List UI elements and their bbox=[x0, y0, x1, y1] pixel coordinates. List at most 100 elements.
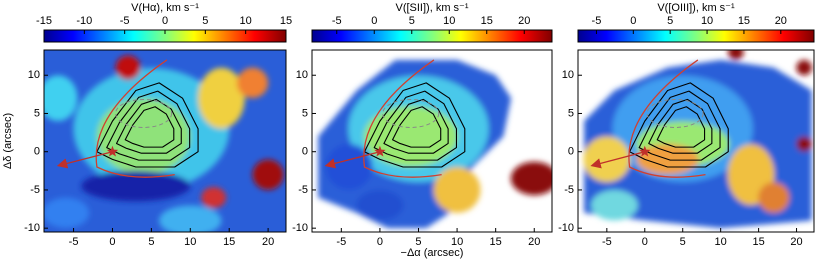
y-tick-label: 10 bbox=[28, 69, 40, 81]
contour-dashed bbox=[382, 98, 440, 128]
colorbar bbox=[577, 29, 815, 43]
contour bbox=[638, 90, 721, 161]
x-tick-label: 15 bbox=[223, 236, 235, 248]
map-blob bbox=[44, 197, 90, 229]
colorbar-tick-label: 20 bbox=[775, 15, 787, 27]
map-blob bbox=[115, 55, 141, 80]
colorbar-tick-label: 5 bbox=[667, 15, 673, 27]
star bbox=[374, 145, 386, 157]
arrow bbox=[56, 151, 113, 169]
x-tick-label: -5 bbox=[336, 236, 346, 248]
colorbar-tick-label: -10 bbox=[76, 15, 92, 27]
colorbar-tick-label: 20 bbox=[518, 15, 530, 27]
map-blob bbox=[159, 205, 222, 232]
curve bbox=[95, 59, 175, 178]
colorbar bbox=[311, 29, 553, 43]
map-blob bbox=[325, 144, 373, 190]
x-tick-label: 10 bbox=[184, 236, 196, 248]
map-blob bbox=[728, 50, 744, 60]
y-tick-label: 5 bbox=[568, 107, 574, 119]
y-tick-label: -10 bbox=[292, 222, 308, 234]
map-blob bbox=[758, 182, 790, 213]
colorbar-tick-label: 15 bbox=[738, 15, 750, 27]
map-blobs bbox=[318, 59, 552, 229]
x-tick-label: -5 bbox=[69, 236, 79, 248]
arrow bbox=[590, 151, 645, 169]
curve bbox=[363, 59, 442, 178]
colorbar-tick-label: 10 bbox=[701, 15, 713, 27]
y-tick-label: 0 bbox=[34, 146, 40, 158]
y-tick-label: -10 bbox=[558, 222, 574, 234]
map-blob bbox=[510, 161, 552, 196]
contour bbox=[106, 90, 191, 161]
map-blob bbox=[96, 98, 191, 175]
star bbox=[639, 145, 651, 157]
frame bbox=[577, 49, 815, 233]
map-blob bbox=[363, 106, 458, 167]
y-tick-label: -5 bbox=[30, 184, 40, 196]
x-axis-label: −Δα (arcsec) bbox=[401, 247, 464, 259]
arrow bbox=[324, 151, 381, 169]
x-tick-label: 20 bbox=[528, 236, 540, 248]
colorbar-title: V(Hα), km s⁻¹ bbox=[131, 2, 199, 14]
contour bbox=[629, 82, 729, 168]
x-tick-label: 5 bbox=[680, 236, 686, 248]
colorbar-tick-label: 5 bbox=[202, 15, 208, 27]
frame bbox=[311, 49, 553, 233]
x-tick-label: 0 bbox=[109, 236, 115, 248]
colorbar-tick-label: -5 bbox=[120, 15, 130, 27]
map-blob bbox=[591, 190, 638, 221]
colorbar-title: V([OIII]), km s⁻¹ bbox=[657, 2, 735, 14]
x-tick-label: 0 bbox=[377, 236, 383, 248]
x-tick-label: 5 bbox=[148, 236, 154, 248]
x-tick-label: 10 bbox=[715, 236, 727, 248]
map-blob bbox=[81, 170, 191, 202]
colorbar-tick-label: -5 bbox=[592, 15, 602, 27]
y-tick-label: 5 bbox=[34, 107, 40, 119]
colorbar-tick-label: -15 bbox=[36, 15, 52, 27]
contour bbox=[124, 106, 175, 148]
y-tick-label: -10 bbox=[24, 222, 40, 234]
map bbox=[312, 50, 552, 232]
y-tick-label: -5 bbox=[298, 184, 308, 196]
contour bbox=[96, 82, 199, 168]
map-blob bbox=[198, 67, 245, 129]
x-tick-label: 15 bbox=[752, 236, 764, 248]
frame bbox=[43, 49, 287, 233]
colorbar-tick-label: 0 bbox=[630, 15, 636, 27]
x-tick-label: 10 bbox=[451, 236, 463, 248]
y-tick-label: 0 bbox=[568, 146, 574, 158]
y-tick-label: 10 bbox=[562, 69, 574, 81]
x-tick-label: 15 bbox=[490, 236, 502, 248]
colorbar-tick-label: 10 bbox=[443, 15, 455, 27]
x-tick-label: 0 bbox=[642, 236, 648, 248]
map-blob bbox=[201, 186, 227, 209]
contour-dashed bbox=[115, 98, 173, 128]
map-blob bbox=[583, 136, 631, 183]
map bbox=[44, 50, 286, 232]
contour bbox=[115, 98, 182, 154]
map-blob bbox=[236, 67, 269, 99]
contour bbox=[373, 90, 458, 161]
colorbar-tick-label: 5 bbox=[409, 15, 415, 27]
colorbar-tick-label: 0 bbox=[162, 15, 168, 27]
map bbox=[578, 50, 814, 232]
colorbar-tick-label: 0 bbox=[371, 15, 377, 27]
map-blob bbox=[44, 75, 78, 121]
y-axis-label: Δδ (arcsec) bbox=[2, 113, 14, 169]
x-tick-label: 20 bbox=[262, 236, 274, 248]
colorbar-tick-label: 15 bbox=[481, 15, 493, 27]
y-tick-label: -5 bbox=[564, 184, 574, 196]
star bbox=[106, 145, 119, 157]
x-tick-label: 20 bbox=[790, 236, 802, 248]
contour bbox=[383, 98, 449, 154]
colorbar-tick-label: 15 bbox=[280, 15, 292, 27]
y-tick-label: 0 bbox=[302, 146, 308, 158]
y-tick-label: 10 bbox=[296, 69, 308, 81]
contour bbox=[363, 82, 466, 168]
contour bbox=[392, 106, 442, 148]
contour bbox=[648, 98, 713, 154]
map-blob bbox=[796, 59, 812, 76]
